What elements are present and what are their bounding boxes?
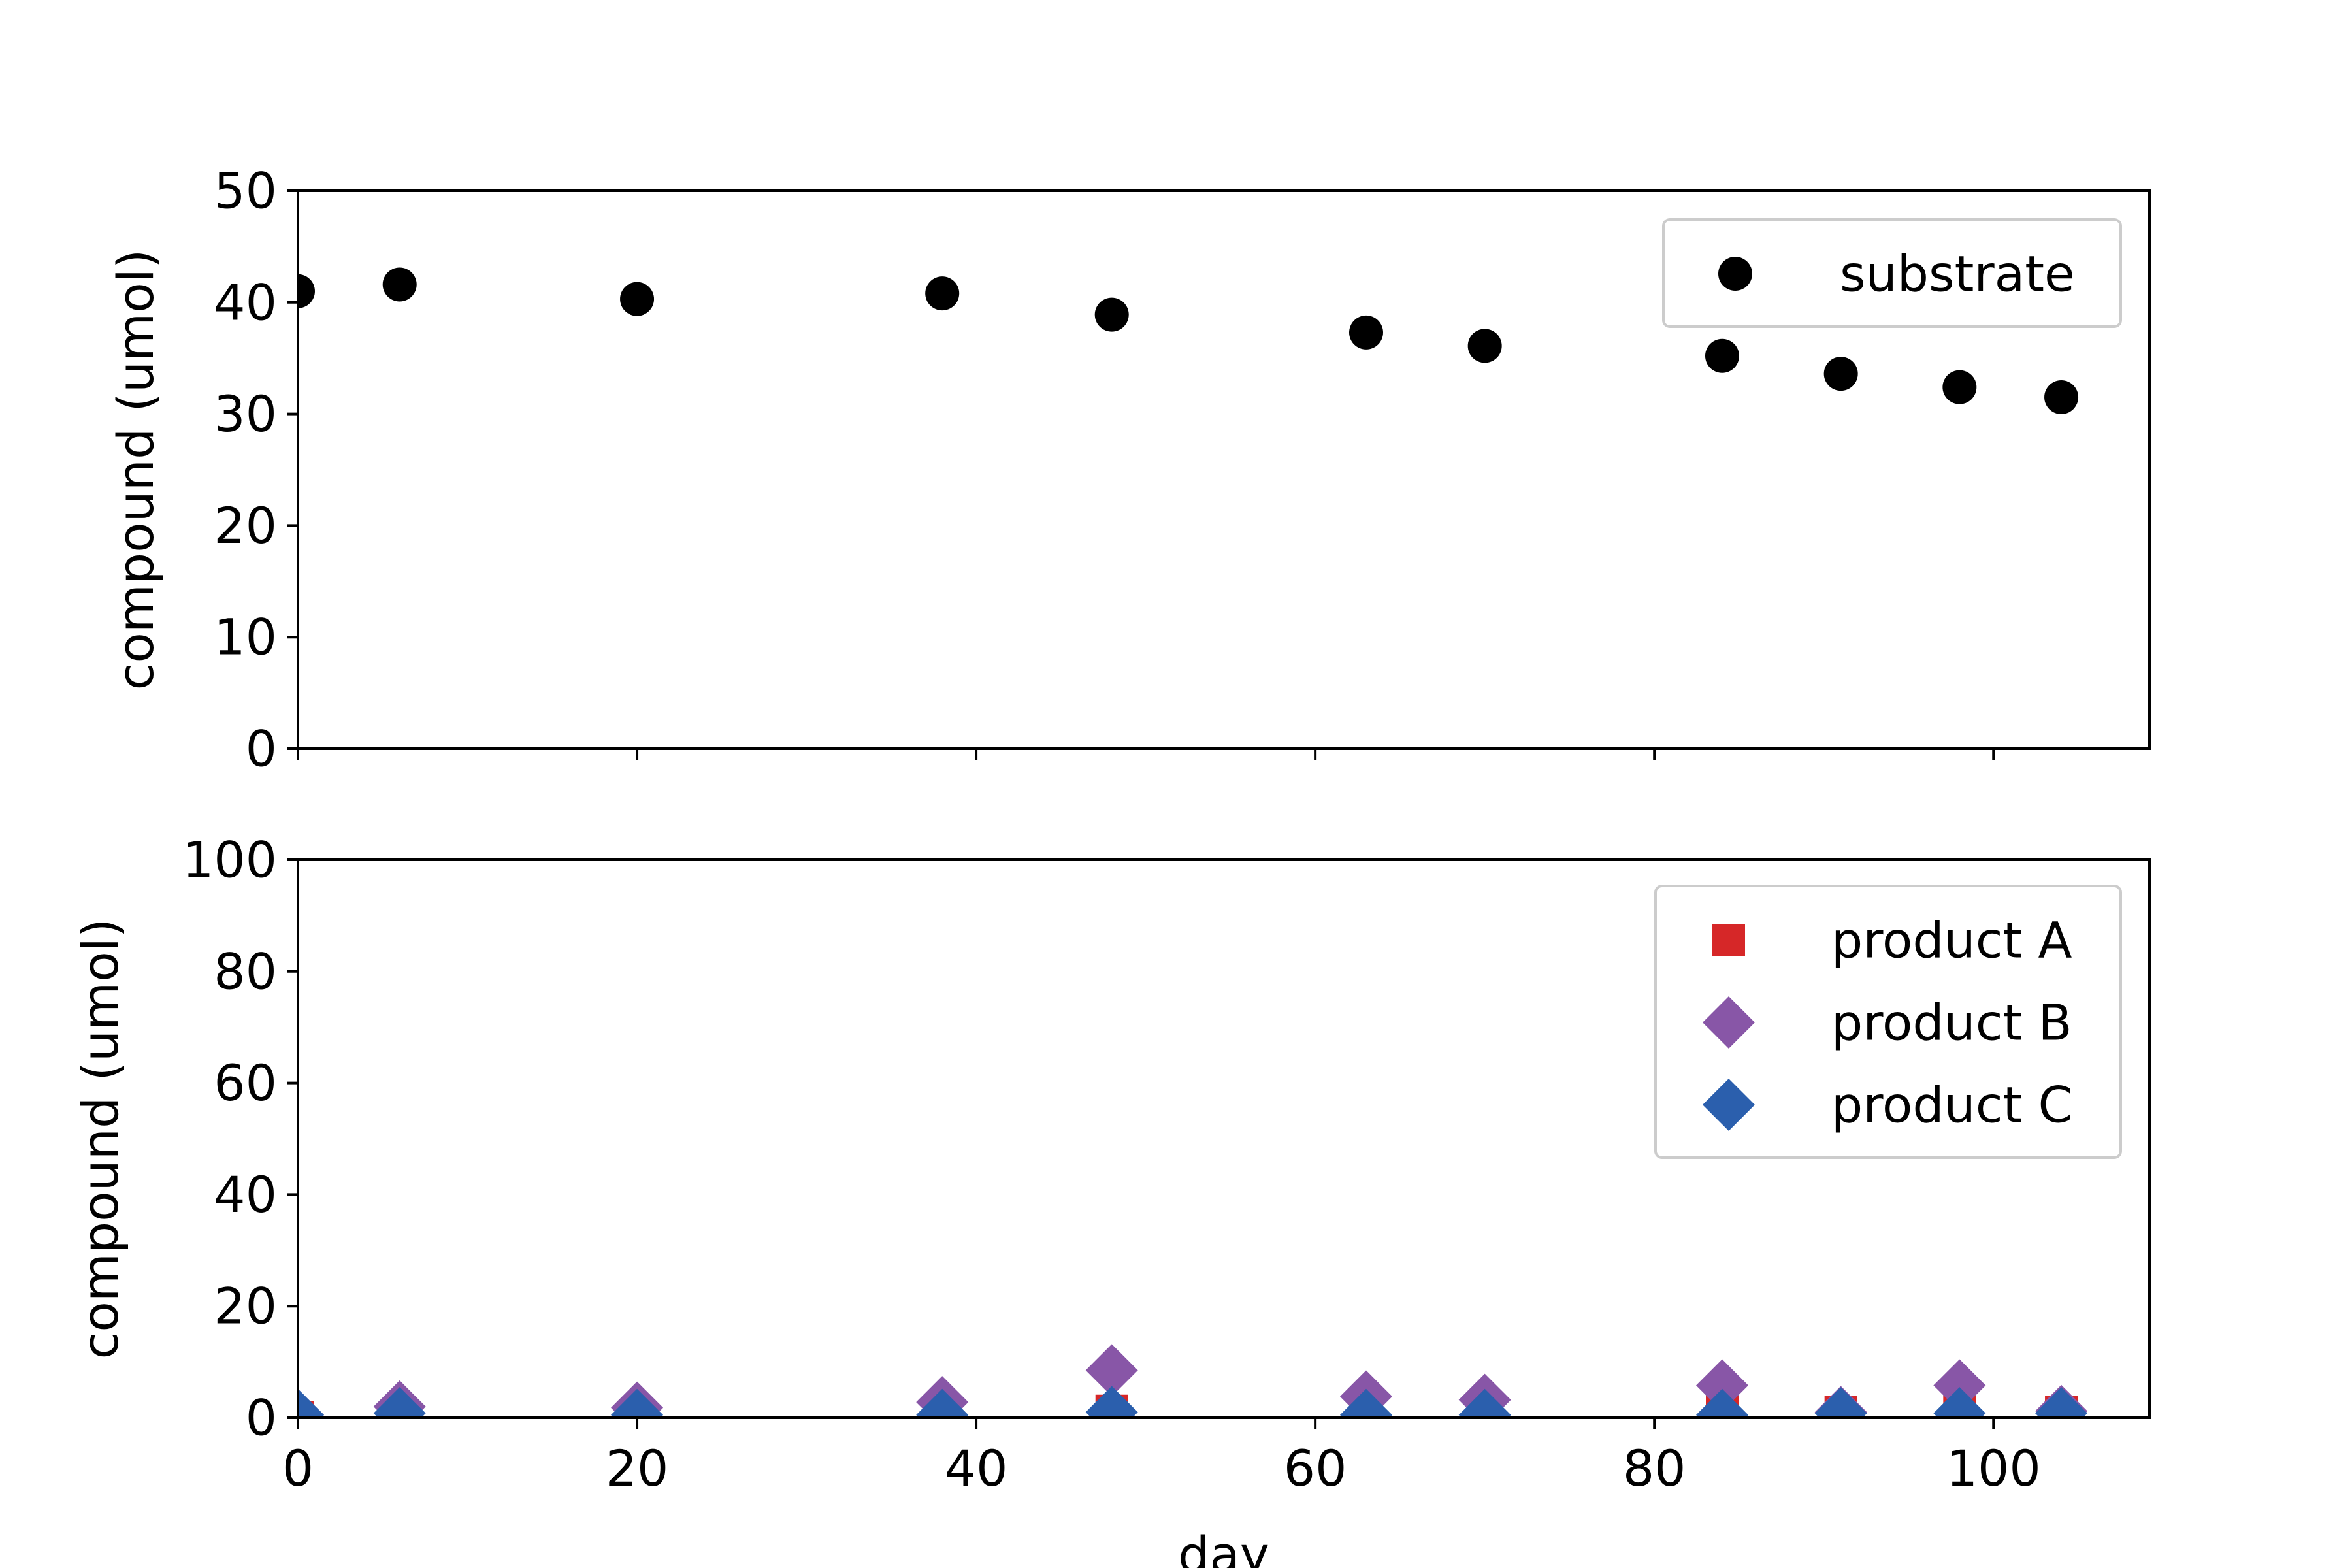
y-tick-label: 0 (246, 720, 277, 778)
legend-marker-product-a (1712, 924, 1745, 956)
data-point-product-b (1696, 1359, 1748, 1412)
data-point-substrate (1823, 357, 1858, 391)
y-tick-label: 40 (214, 273, 277, 331)
data-point-product-b (1085, 1344, 1138, 1397)
y-tick-label: 20 (214, 497, 277, 555)
x-tick-label: 100 (1946, 1439, 2041, 1497)
legend-marker-substrate (1718, 257, 1752, 291)
x-tick-label: 80 (1623, 1439, 1686, 1497)
data-point-substrate (382, 267, 417, 302)
y-axis-label: compound (umol) (71, 919, 129, 1360)
data-point-product-c (916, 1388, 969, 1418)
data-point-product-c (1340, 1388, 1392, 1418)
products-panel: 0 20 40 60 80 100 0 20 40 60 80 100 compound (umol) d… (71, 831, 2151, 1568)
axes-frame (297, 858, 2151, 1419)
data-point-substrate (1942, 370, 1977, 404)
data-points (298, 1344, 2088, 1418)
data-point-substrate (925, 276, 960, 311)
legend: substrate (1662, 218, 2122, 328)
x-tick-label: 60 (1284, 1439, 1347, 1497)
y-tick-label: 10 (214, 608, 277, 666)
x-tick-label: 40 (945, 1439, 1008, 1497)
y-tick-label: 40 (214, 1166, 277, 1224)
data-point-product-c (1085, 1386, 1138, 1418)
legend-label-product-b: product B (1831, 994, 2072, 1052)
legend-box (1662, 218, 2122, 328)
series-product-a (298, 1393, 2078, 1418)
legend-marker-product-c (1703, 1079, 1755, 1131)
series-product-b (298, 1344, 2088, 1418)
y-tick-label: 80 (214, 942, 277, 1000)
substrate-panel: 0 10 20 30 40 50 compound (umol) substrate (106, 162, 2151, 778)
y-axis-label: compound (umol) (106, 250, 165, 691)
data-point-substrate (1349, 315, 1383, 350)
data-point-product-c (1814, 1387, 1867, 1418)
y-tick-label: 50 (214, 162, 277, 220)
legend-box (1654, 885, 2122, 1159)
y-tick-label: 60 (214, 1054, 277, 1112)
data-point-substrate (1094, 297, 1129, 332)
data-point-substrate (298, 274, 315, 308)
series-substrate (298, 267, 2079, 414)
data-point-product-c (373, 1387, 426, 1418)
data-points (298, 267, 2079, 414)
series-product-c (298, 1386, 2088, 1418)
data-point-product-c (611, 1388, 664, 1418)
legend-marker-product-b (1703, 996, 1755, 1049)
y-tick-label: 30 (214, 385, 277, 443)
data-point-substrate (620, 282, 655, 316)
data-point-substrate (2044, 380, 2079, 414)
data-point-substrate (1467, 329, 1502, 363)
legend: product A product B product C (1654, 885, 2122, 1159)
axes-frame (297, 189, 2151, 750)
x-tick-label: 20 (606, 1439, 669, 1497)
data-point-product-c (1458, 1388, 1511, 1418)
y-tick-label: 0 (246, 1389, 277, 1447)
y-tick-label: 20 (214, 1277, 277, 1335)
y-tick-label: 100 (182, 831, 277, 889)
data-point-product-c (298, 1388, 324, 1418)
data-point-product-c (1933, 1387, 1986, 1418)
legend-label-product-a: product A (1831, 911, 2072, 970)
legend-label-product-c: product C (1831, 1076, 2073, 1134)
data-point-substrate (1705, 338, 1739, 373)
x-tick-label: 0 (282, 1439, 314, 1497)
x-axis-label: day (1178, 1526, 1269, 1568)
data-point-product-c (2035, 1387, 2088, 1418)
data-point-product-c (1696, 1388, 1748, 1418)
legend-label-substrate: substrate (1840, 245, 2075, 303)
data-point-product-b (1933, 1359, 1986, 1412)
